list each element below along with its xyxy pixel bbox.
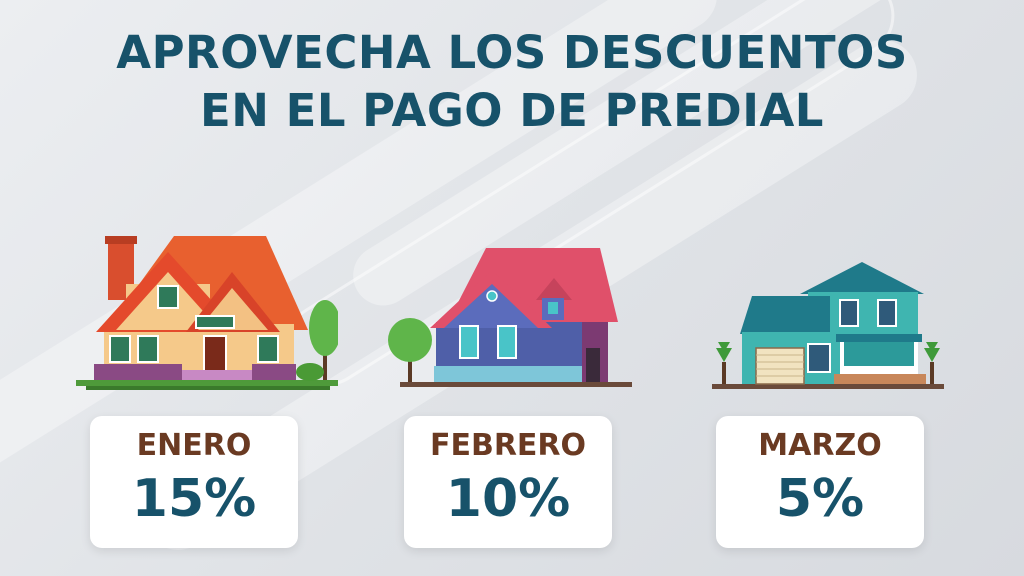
title-line-1: APROVECHA LOS DESCUENTOS bbox=[116, 26, 908, 79]
orange-house-icon bbox=[76, 236, 338, 390]
offer-card-febrero: FEBRERO 10% bbox=[404, 416, 612, 548]
discount-value: 15% bbox=[131, 469, 257, 529]
discount-value: 5% bbox=[775, 469, 865, 529]
teal-house-icon bbox=[712, 262, 944, 389]
offer-card-marzo: MARZO 5% bbox=[716, 416, 924, 548]
month-label: ENERO bbox=[136, 428, 252, 463]
month-label: MARZO bbox=[758, 428, 882, 463]
offer-card-enero: ENERO 15% bbox=[90, 416, 298, 548]
discount-value: 10% bbox=[445, 469, 571, 529]
title-line-2: EN EL PAGO DE PREDIAL bbox=[200, 84, 824, 137]
page-title: APROVECHA LOS DESCUENTOS EN EL PAGO DE P… bbox=[0, 24, 1024, 140]
blue-house-icon bbox=[388, 248, 632, 387]
month-label: FEBRERO bbox=[429, 428, 587, 463]
